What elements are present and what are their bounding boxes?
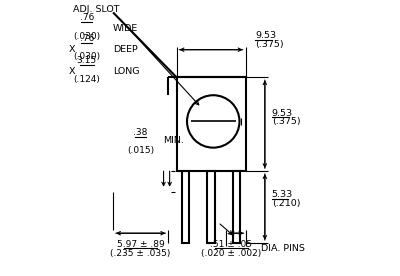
Text: .51 ± .05: .51 ± .05 [210,240,252,249]
Text: .76: .76 [80,13,94,22]
Bar [232,171,240,243]
Text: MIN.: MIN. [163,136,184,145]
Bar [182,171,189,243]
Text: X: X [69,67,76,76]
Text: (.020 ± .002): (.020 ± .002) [201,249,261,258]
Text: (.210): (.210) [272,199,300,208]
Text: LONG: LONG [113,67,140,76]
Text: 3.15: 3.15 [77,56,97,65]
Text: (.375): (.375) [255,40,284,49]
Text: .76: .76 [80,34,94,43]
Bar [207,171,215,243]
Text: WIDE: WIDE [113,25,138,33]
Text: (.030): (.030) [73,32,100,41]
Text: ADJ. SLOT: ADJ. SLOT [73,5,120,14]
Text: (.235 ± .035): (.235 ± .035) [110,249,171,258]
Text: .38: .38 [134,128,148,137]
Text: (.124): (.124) [74,75,100,84]
Text: 9.53: 9.53 [255,31,276,40]
Text: (.375): (.375) [272,118,300,126]
Text: X: X [69,45,76,54]
Text: 9.53: 9.53 [272,109,293,118]
Text: 5.33: 5.33 [272,190,293,199]
Text: 5.97 ± .89: 5.97 ± .89 [117,240,164,249]
Text: (.015): (.015) [127,146,154,155]
Text: DIA. PINS: DIA. PINS [261,245,304,253]
Text: (.030): (.030) [73,52,100,62]
Bar [176,77,246,171]
Text: DEEP: DEEP [113,45,138,54]
